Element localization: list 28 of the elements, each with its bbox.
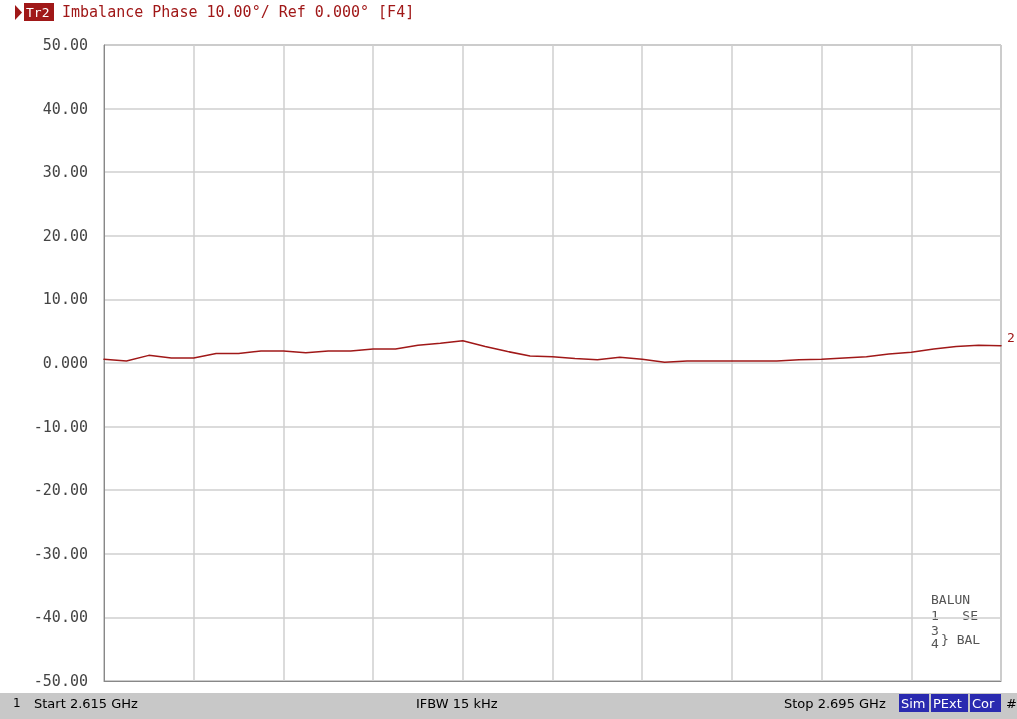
text: #: [1006, 695, 1017, 711]
y-tick-label: 10.00: [42, 290, 88, 309]
y-tick-label: 50.00: [42, 36, 88, 54]
text: 1: [13, 696, 21, 710]
y-tick-label: -10.00: [33, 417, 88, 436]
text: Stop 2.695 GHz: [784, 695, 886, 711]
y-tick-label: 30.00: [42, 163, 88, 182]
series-label: 2: [1007, 330, 1015, 346]
y-tick-label: -20.00: [33, 481, 88, 500]
line-series: [103, 339, 1002, 364]
y-tick-label: 0.000: [42, 354, 88, 372]
text: Start 2.615 GHz: [34, 695, 139, 711]
y-tick-label: -40.00: [33, 608, 88, 627]
y-tick-label: -50.00: [33, 672, 88, 690]
annotation: 4: [931, 635, 939, 651]
annotation: 3: [931, 622, 939, 638]
text: Tr2: [26, 4, 50, 20]
annotation: } BAL: [941, 631, 981, 647]
y-tick-label: 40.00: [42, 99, 88, 118]
chart-title: Imbalance Phase 10.00°/ Ref 0.000° [F4]: [62, 3, 415, 21]
text: IFBW 15 kHz: [416, 695, 498, 711]
y-tick-label: 20.00: [42, 226, 88, 245]
annotation: BALUN: [931, 591, 971, 607]
y-tick-label: -30.00: [33, 544, 88, 563]
text: PExt: [933, 695, 962, 711]
text: Sim: [901, 695, 926, 711]
annotation: 1 SE: [931, 607, 978, 623]
text: Cor: [972, 695, 996, 711]
